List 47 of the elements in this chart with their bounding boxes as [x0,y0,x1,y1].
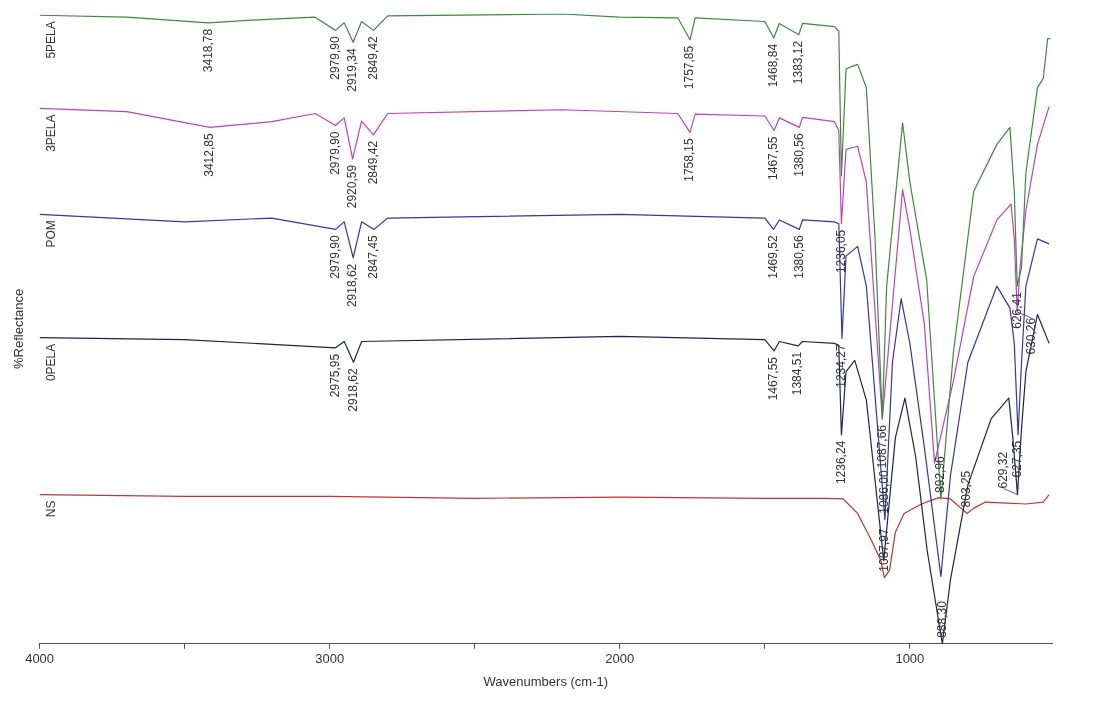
annotation: 2918,62 [345,263,360,308]
text: 0PELA [43,343,58,382]
x-tick-label: 4000 [25,651,55,667]
annotation: 1380,56 [791,133,806,177]
x-tick-label: 1000 [895,651,925,667]
annotation: 630,26 [1023,317,1038,355]
y-axis-title: %Reflectance [11,288,27,370]
annotation: 1380,56 [791,235,806,279]
annotation: 1469,52 [765,235,780,279]
annotation: 2979,90 [327,36,342,80]
text: 3PELA [43,114,58,152]
annotation: 1757,85 [682,45,697,90]
annotation: 1086,00 [877,470,892,514]
annotation: 1467,55 [766,356,781,401]
x-axis-title: Wavenumbers (cm-1) [483,673,609,689]
annotation: 2975,95 [327,353,342,398]
annotation: 627,35 [1010,440,1025,478]
annotation: 1087,66 [874,424,889,469]
annotation: 1758,15 [682,138,697,182]
annotation: 3418,78 [200,28,215,73]
text: POM [43,220,58,248]
annotation: 2979,90 [327,131,342,175]
annotation: 1468,84 [766,43,781,88]
annotation: 2849,42 [365,140,380,185]
annotation: 2920,59 [344,164,359,209]
annotation: 2919,34 [345,48,360,92]
annotation: 1383,12 [791,40,806,85]
annotation: 1236,24 [833,440,848,485]
annotation: 1087,97 [876,527,891,572]
annotation: 2979,90 [327,235,342,279]
annotation: 1234,27 [834,344,849,388]
annotation: 629,32 [995,451,1010,489]
text: 5PELA [43,21,58,59]
annotation: 2918,62 [345,367,360,412]
annotation: 3412,85 [202,133,217,177]
text: NS [43,500,58,518]
annotation: 888,30 [934,600,949,638]
annotation: 2849,42 [365,36,380,80]
annotation: 1236,05 [833,229,848,274]
x-tick-label: 3000 [315,651,345,667]
annotation: 1384,51 [790,351,805,396]
annotation: 1467,55 [766,136,781,180]
annotation: 892,96 [933,455,948,493]
annotation: 2847,45 [366,235,381,279]
x-tick-label: 2000 [605,651,635,667]
annotation: 626,41 [1009,291,1024,329]
annotation: 803,25 [959,470,974,508]
